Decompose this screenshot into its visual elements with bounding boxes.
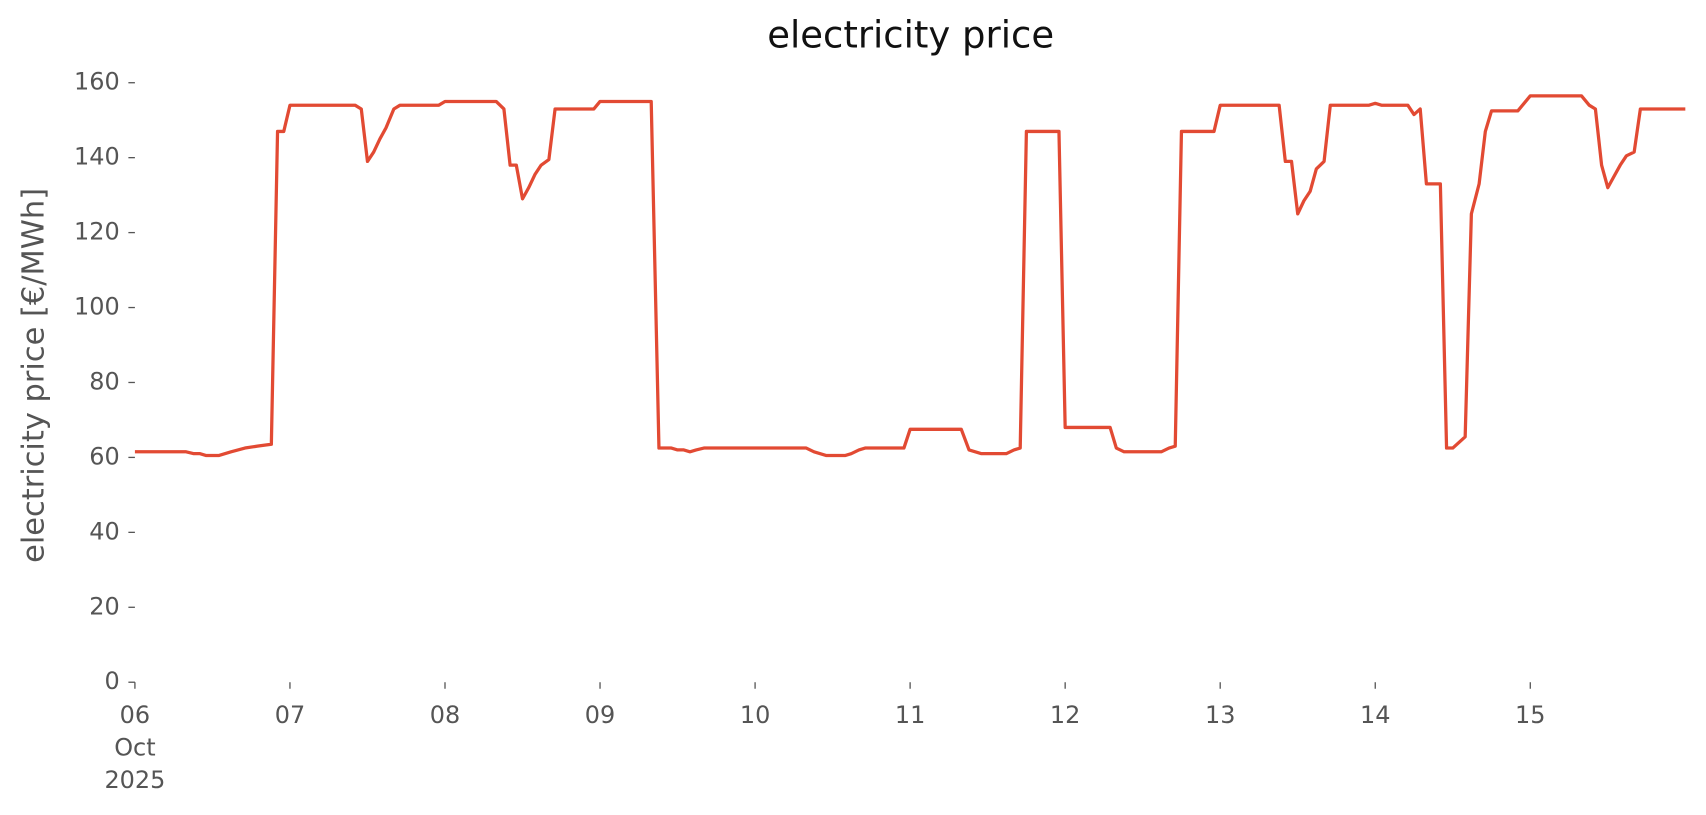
x-tick-label: 10 xyxy=(740,701,770,729)
y-tick-label: 120 xyxy=(74,218,120,246)
chart-title: electricity price xyxy=(767,14,1054,57)
x-tick-label: 06 xyxy=(120,701,150,729)
y-tick-label: 80 xyxy=(89,367,119,395)
y-tick-label: 0 xyxy=(104,667,119,695)
x-tick-label: 11 xyxy=(895,701,925,729)
x-tick-label: 12 xyxy=(1050,701,1080,729)
x-tick-label: 13 xyxy=(1205,701,1235,729)
x-tick-label: 08 xyxy=(430,701,460,729)
y-tick-label: 40 xyxy=(89,517,119,545)
y-axis-label: electricity price [€/MWh] xyxy=(16,188,51,563)
y-tick-label: 60 xyxy=(89,442,119,470)
x-tick-label: 14 xyxy=(1360,701,1390,729)
y-tick-label: 100 xyxy=(74,293,120,321)
x-tick-label: 07 xyxy=(275,701,305,729)
x-tick-label: 15 xyxy=(1515,701,1545,729)
y-tick-label: 160 xyxy=(74,68,120,96)
x-offset-label: 2025 xyxy=(104,766,165,794)
x-tick-label: 09 xyxy=(585,701,615,729)
x-offset-label: Oct xyxy=(114,734,155,762)
price-line xyxy=(134,94,1686,458)
y-tick-label: 140 xyxy=(74,143,120,171)
y-tick-label: 20 xyxy=(89,592,119,620)
